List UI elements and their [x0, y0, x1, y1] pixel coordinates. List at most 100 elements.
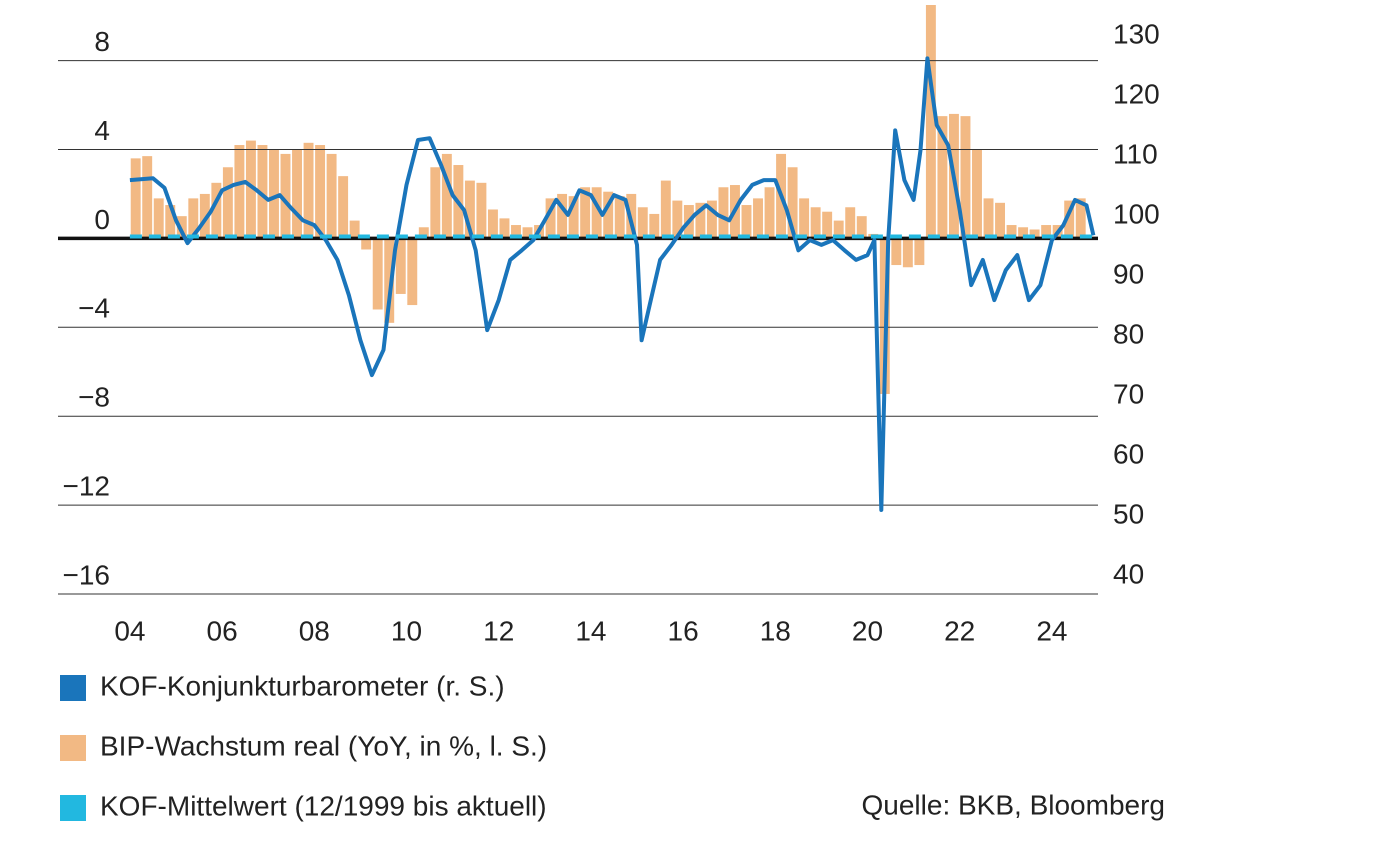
legend-label: KOF-Mittelwert (12/1999 bis aktuell)	[100, 790, 547, 821]
bar	[153, 198, 164, 239]
bar	[845, 207, 856, 239]
bar	[222, 167, 233, 239]
bar	[361, 238, 372, 250]
bar	[292, 149, 302, 239]
x-tick-label: 10	[391, 615, 422, 646]
x-tick-label: 14	[575, 615, 606, 646]
bar	[603, 191, 614, 239]
bar	[211, 182, 222, 239]
legend-swatch	[60, 795, 86, 821]
y2-tick-label: 60	[1113, 438, 1144, 469]
bar	[983, 198, 994, 239]
bar	[372, 238, 383, 310]
bar	[280, 153, 291, 239]
x-tick-label: 20	[852, 615, 883, 646]
bar	[499, 218, 510, 239]
bar	[810, 207, 821, 239]
bar	[1018, 227, 1029, 239]
bar	[464, 180, 475, 239]
y2-tick-label: 70	[1113, 378, 1144, 409]
bar	[522, 227, 533, 239]
bar	[130, 158, 141, 239]
y-tick-label: −12	[63, 470, 111, 501]
bar	[972, 149, 982, 239]
bar	[902, 238, 913, 268]
bar	[303, 142, 314, 239]
x-tick-label: 06	[207, 615, 238, 646]
bar	[695, 202, 706, 239]
bar	[234, 145, 245, 239]
bar	[937, 116, 948, 239]
bar	[1075, 198, 1086, 239]
legend-label: KOF-Konjunkturbarometer (r. S.)	[100, 670, 505, 701]
bar	[338, 176, 349, 239]
bar	[914, 238, 925, 266]
y-tick-label: 4	[94, 115, 110, 146]
bar	[568, 196, 579, 239]
y2-tick-label: 100	[1113, 199, 1160, 230]
bar	[326, 153, 337, 239]
bar	[176, 216, 187, 239]
bar	[891, 238, 902, 266]
bar	[741, 205, 752, 239]
bar	[349, 220, 360, 239]
bar	[799, 198, 810, 239]
bar	[1029, 229, 1040, 239]
y2-tick-label: 120	[1113, 79, 1160, 110]
bar	[1041, 225, 1052, 239]
bar	[545, 198, 556, 239]
bar	[660, 180, 671, 239]
bar	[511, 225, 521, 239]
bar	[1064, 200, 1075, 239]
bar	[1006, 225, 1017, 239]
bar	[199, 193, 210, 239]
y-tick-label: 8	[94, 26, 110, 57]
bar	[142, 156, 153, 239]
bar	[257, 145, 268, 239]
bar	[407, 238, 418, 306]
bar	[269, 149, 279, 239]
x-tick-label: 12	[483, 615, 514, 646]
bar	[637, 207, 648, 239]
bar	[706, 200, 717, 239]
bar	[557, 193, 568, 239]
bar	[649, 213, 660, 239]
bar	[245, 140, 256, 239]
bar	[591, 187, 602, 239]
bar	[672, 200, 683, 239]
x-tick-label: 22	[944, 615, 975, 646]
x-tick-label: 18	[760, 615, 791, 646]
bar	[315, 145, 326, 239]
source: Quelle: BKB, Bloomberg	[862, 789, 1166, 820]
bar	[395, 238, 406, 294]
bar	[764, 187, 775, 239]
bar	[960, 116, 971, 239]
y-tick-label: 0	[94, 204, 110, 235]
bar	[418, 227, 429, 239]
y2-tick-label: 110	[1113, 139, 1158, 170]
x-tick-label: 24	[1036, 615, 1067, 646]
legend-label: BIP-Wachstum real (YoY, in %, l. S.)	[100, 730, 547, 761]
bar	[822, 211, 833, 239]
x-tick-label: 16	[668, 615, 699, 646]
bar	[856, 216, 867, 239]
x-tick-label: 08	[299, 615, 330, 646]
bar	[995, 202, 1006, 239]
bar	[787, 167, 798, 239]
bar	[753, 198, 763, 239]
bar	[476, 182, 487, 239]
bar	[833, 220, 844, 239]
bar	[487, 209, 498, 239]
y-tick-label: −16	[63, 559, 111, 590]
y-tick-label: −4	[78, 293, 110, 324]
y2-tick-label: 130	[1113, 19, 1160, 50]
y2-tick-label: 80	[1113, 318, 1144, 349]
bar	[430, 167, 441, 239]
y2-tick-label: 40	[1113, 558, 1144, 589]
x-tick-label: 04	[114, 615, 145, 646]
y2-tick-label: 50	[1113, 498, 1144, 529]
bar	[165, 205, 176, 239]
bar	[925, 5, 936, 239]
